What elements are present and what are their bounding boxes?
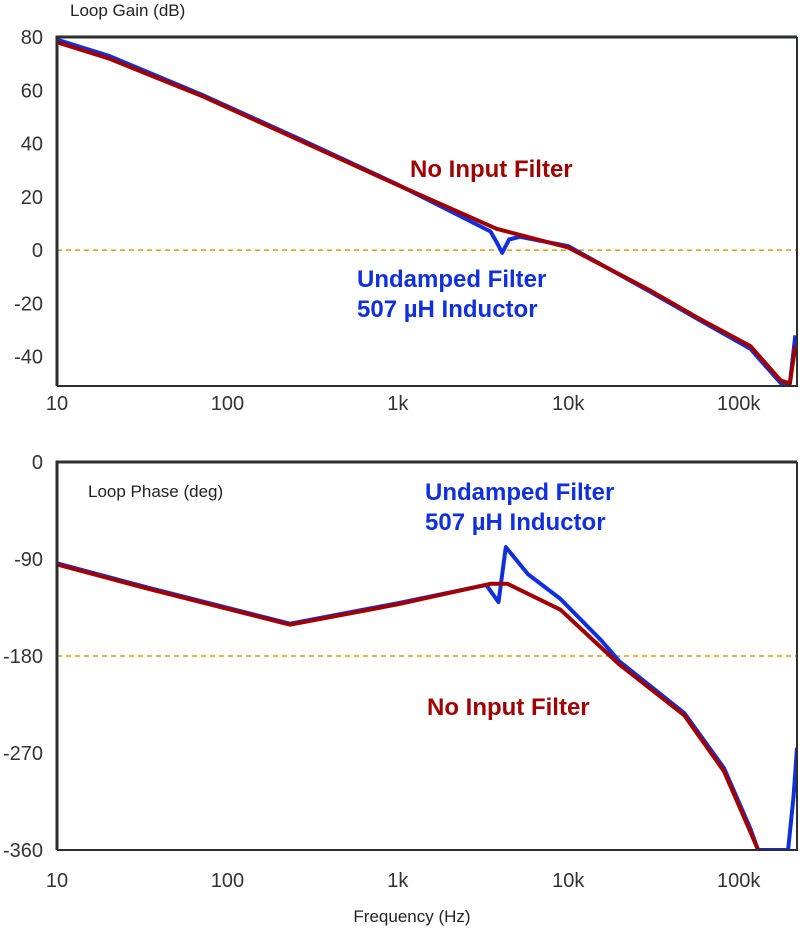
y-tick-label: 0 xyxy=(32,240,43,262)
x-tick-label: 10k xyxy=(552,870,585,892)
y-tick-label: 40 xyxy=(21,134,43,156)
x-tick-label: 100k xyxy=(717,393,761,415)
series-line-no-input-filter xyxy=(57,562,760,850)
x-tick-label: 1k xyxy=(387,870,409,892)
phase-annotation-no-filter: No Input Filter xyxy=(427,694,590,721)
gain-annotation-inductor: 507 µH Inductor xyxy=(357,296,538,323)
series-line-no-input-filter xyxy=(57,40,797,386)
y-tick-label: -360 xyxy=(3,840,43,862)
gain-title: Loop Gain (dB) xyxy=(70,1,185,20)
plot-frame xyxy=(55,460,797,850)
plot-frame-axis xyxy=(57,462,798,851)
y-tick-label: -20 xyxy=(14,293,43,315)
y-tick-label: -180 xyxy=(3,646,43,668)
y-tick-label: 20 xyxy=(21,187,43,209)
y-tick-label: -40 xyxy=(14,347,43,369)
y-tick-label: -270 xyxy=(3,743,43,765)
x-tick-label: 1k xyxy=(387,393,409,415)
x-tick-label: 100 xyxy=(211,870,244,892)
phase-annotation-inductor: 507 µH Inductor xyxy=(425,509,606,536)
y-tick-label: 0 xyxy=(32,452,43,474)
phase-title: Loop Phase (deg) xyxy=(88,482,223,501)
x-tick-label: 10k xyxy=(552,393,585,415)
y-tick-label: 80 xyxy=(21,27,43,49)
y-tick-label: -90 xyxy=(14,549,43,571)
x-tick-label: 10 xyxy=(46,870,68,892)
y-tick-label: 60 xyxy=(21,80,43,102)
x-tick-label: 10 xyxy=(46,393,68,415)
x-axis-label: Frequency (Hz) xyxy=(353,907,470,926)
gain-annotation-undamped: Undamped Filter xyxy=(357,266,546,293)
plot-frame xyxy=(55,35,797,386)
phase-annotation-undamped: Undamped Filter xyxy=(425,479,614,506)
plot-frame-axis xyxy=(57,37,798,387)
gain-annotation-no-filter: No Input Filter xyxy=(410,156,573,183)
series-line-undamped-filter xyxy=(57,37,797,386)
x-tick-label: 100k xyxy=(717,870,761,892)
x-tick-label: 100 xyxy=(211,393,244,415)
